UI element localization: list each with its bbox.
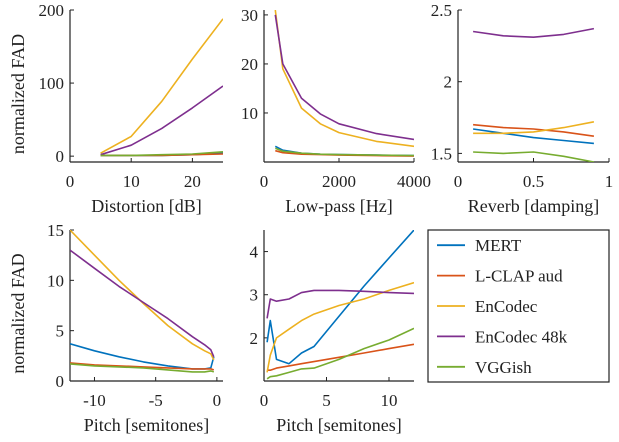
series-line-vggish [100, 151, 223, 157]
legend-label-encodec: EnCodec [475, 297, 538, 316]
y-tick-label: 20 [241, 55, 258, 74]
series-line-encodec [70, 230, 215, 361]
legend-label-mert: MERT [475, 236, 522, 255]
x-tick-label: 1 [605, 172, 614, 191]
y-tick-label: 2 [444, 73, 453, 92]
chart-panel-5: 2 3 4 0 5 10 Pitch [semitones] [250, 230, 414, 435]
x-tick-label: 0 [213, 391, 222, 410]
x-tick-label: 0 [66, 172, 75, 191]
series-line-vggish [473, 151, 595, 162]
series-line-encodec-48k [274, 14, 414, 141]
x-tick-label: 0 [260, 172, 269, 191]
series-line-vggish [70, 363, 215, 373]
series-line-encodec-48k [100, 85, 223, 156]
series-line-l-clap-aud [473, 123, 595, 137]
series-line-mert [266, 230, 414, 365]
series-line-encodec-48k [472, 27, 595, 39]
series-line-vggish [266, 327, 414, 380]
series-line-encodec-48k [266, 289, 414, 319]
y-tick-label: 200 [39, 1, 65, 20]
y-tick-label: 2 [250, 329, 259, 348]
y-axis-label: normalized FAD [8, 34, 28, 154]
chart-panel-1: 0 100 200 0 10 20 Distortion [dB] normalized FA… [8, 1, 223, 216]
y-tick-label: 4 [250, 243, 259, 262]
y-tick-label: 0 [56, 372, 65, 391]
y-tick-label: 0 [56, 147, 65, 166]
legend-label-encodec-48k: EnCodec 48k [475, 327, 568, 346]
x-tick-label: 4000 [397, 172, 431, 191]
series-line-encodec [266, 281, 414, 373]
y-tick-label: 100 [39, 74, 65, 93]
y-axis-label: normalized FAD [8, 253, 28, 373]
series-line-mert [472, 128, 594, 145]
y-tick-label: 30 [241, 6, 258, 25]
series-line-encodec [274, 10, 414, 148]
x-axis-label: Distortion [dB] [91, 196, 202, 216]
series-line-l-clap-aud [267, 343, 414, 372]
x-tick-label: -5 [149, 391, 163, 410]
chart-panel-2: 10 20 30 0 2000 4000 Low-pass [Hz] [241, 6, 431, 216]
x-tick-label: 0 [260, 391, 269, 410]
y-tick-label: 1.5 [431, 144, 452, 163]
legend-label-l-clap-aud: L-CLAP aud [475, 267, 563, 286]
x-tick-label: 0 [454, 172, 463, 191]
series-line-encodec-48k [70, 249, 215, 358]
y-tick-label: 10 [47, 271, 64, 290]
x-tick-label: 5 [322, 391, 331, 410]
y-tick-label: 5 [56, 322, 65, 341]
y-tick-label: 3 [250, 286, 259, 305]
x-tick-label: 2000 [322, 172, 356, 191]
x-axis-label: Low-pass [Hz] [285, 196, 392, 216]
series-line-encodec [473, 121, 595, 135]
y-tick-label: 2.5 [431, 1, 452, 20]
series-line-encodec [100, 18, 223, 154]
x-tick-label: 10 [123, 172, 140, 191]
legend-label-vggish: VGGish [475, 358, 532, 377]
x-axis-label: Pitch [semitones] [84, 415, 209, 435]
x-axis-label: Reverb [damping] [468, 196, 599, 216]
x-axis-label: Pitch [semitones] [276, 415, 401, 435]
y-tick-label: 10 [241, 104, 258, 123]
series-line-l-clap-aud [70, 362, 215, 371]
x-tick-label: 10 [381, 391, 398, 410]
legend: MERT L-CLAP aud EnCodec EnCodec 48k VGGish [427, 229, 610, 383]
series-line-vggish [275, 147, 414, 157]
x-tick-label: 0.5 [523, 172, 544, 191]
y-tick-label: 15 [47, 221, 64, 240]
x-tick-label: 20 [184, 172, 201, 191]
chart-panel-3: 1.5 2 2.5 0 0.5 1 Reverb [damping] [431, 1, 614, 216]
x-tick-label: -10 [83, 391, 106, 410]
